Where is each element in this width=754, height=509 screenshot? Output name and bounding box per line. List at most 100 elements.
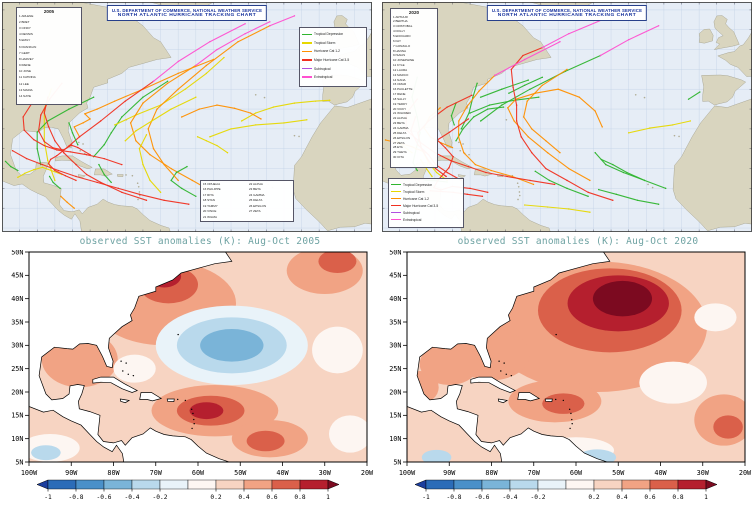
track-position-dot: [11, 150, 14, 152]
colorbar-segment: [565, 479, 595, 490]
colorbar-tick-label: 0.4: [616, 494, 627, 501]
legend-entry: Extratropical: [391, 216, 461, 223]
storm-track: [12, 150, 190, 205]
legend-label: Hurricane Cat 1-2: [403, 196, 430, 201]
colorbar-tick-label: -0.8: [447, 494, 462, 501]
track-position-dot: [615, 193, 618, 196]
legend-label: Tropical Depression: [314, 32, 344, 37]
track-position-dot: [255, 112, 257, 114]
track-position-dot: [55, 155, 58, 157]
island-dot: [459, 149, 462, 152]
track-position-dot: [98, 163, 100, 166]
storm-track: [181, 104, 262, 120]
island-dot: [673, 134, 676, 137]
storm-track: [510, 47, 614, 201]
legend-label: Extratropical: [314, 75, 333, 80]
storm-name: 5 EMILY: [19, 39, 31, 43]
colorbar-segment: [509, 479, 539, 490]
sst-anomaly-map-2005: 5N 10N 15N 20N 25N 30N 35N 40N 45N 50N 100W 90W 80W 7…: [11, 250, 374, 501]
storm-name: 15 OMAR: [393, 83, 407, 87]
track-position-dot: [455, 140, 457, 142]
track-position-dot: [541, 76, 544, 79]
storm-name: 4 DENNIS: [19, 33, 33, 37]
track-position-dot: [33, 138, 35, 141]
track-position-dot: [513, 120, 515, 122]
storm-name: 17 RENE: [393, 93, 406, 97]
storm-name: 28 ETA: [393, 146, 403, 150]
track-position-dot: [223, 56, 225, 59]
track-position-dot: [452, 155, 454, 158]
colorbar-tick-label: 0.2: [210, 494, 221, 501]
island-dot: [184, 399, 187, 402]
track-position-dot: [48, 175, 51, 178]
colorbar-segment: [159, 479, 189, 490]
legend-label: Extratropical: [403, 217, 422, 222]
island-dot: [555, 398, 557, 401]
storm-name: 13 MARIA: [19, 88, 33, 92]
island-dot: [136, 182, 139, 185]
track-position-dot: [416, 169, 418, 172]
legend-label: Major Hurricane Cat 3-5: [403, 203, 439, 208]
track-position-dot: [451, 146, 454, 149]
storm-name: 1 ARLENE: [19, 14, 34, 18]
track-position-dot: [559, 40, 561, 43]
sst-anomaly-region: [200, 329, 264, 362]
track-position-dot: [532, 183, 535, 186]
legend-entry: Tropical Depression: [302, 30, 364, 39]
colorbar-tick-label: 1: [326, 494, 330, 501]
track-position-dot: [4, 160, 7, 163]
colorbar-segment: [453, 479, 483, 490]
storm-name: 19 TAMMY: [203, 204, 218, 208]
track-position-dot: [314, 100, 317, 102]
storm-name: 25 DELTA: [249, 199, 263, 202]
island-dot: [78, 141, 80, 144]
track-position-dot: [487, 191, 489, 194]
track-position-dot: [508, 92, 510, 94]
storm-name: 16 PHILIPPE: [203, 188, 221, 191]
track-position-dot: [195, 64, 197, 67]
land-polygon: [116, 174, 124, 177]
track-position-dot: [43, 126, 45, 128]
legend-entry: Subtropical: [391, 209, 461, 216]
y-axis-tick-label: 10N: [11, 435, 23, 443]
storm-name: 19 TEDDY: [393, 102, 408, 106]
sst-anomaly-region: [542, 393, 585, 414]
track-position-dot: [471, 94, 473, 96]
track-position-dot: [541, 84, 544, 86]
storm-name: 23 BETA: [249, 188, 261, 191]
agency-title: U.S. DEPARTMENT OF COMMERCE, NATIONAL WE…: [111, 7, 263, 13]
colorbar-tick-label: 0.4: [238, 494, 249, 501]
island-dot: [137, 185, 140, 188]
land-polygon: [717, 2, 752, 77]
track-position-dot: [66, 201, 68, 203]
x-axis-tick-label: 80W: [485, 469, 498, 477]
sst-anomaly-region: [639, 361, 707, 404]
track-position-dot: [534, 170, 536, 173]
storm-track: [269, 15, 296, 27]
storm-name: 18 SALLY: [393, 97, 407, 101]
track-position-dot: [446, 106, 448, 108]
track-position-dot: [166, 80, 169, 83]
storm-name: 9 ISAIAS: [393, 54, 406, 58]
storm-name: 30 IOTA: [393, 156, 404, 160]
track-position-dot: [506, 175, 508, 178]
x-axis-tick-label: 60W: [570, 469, 583, 477]
storm-name: 13 MARCO: [393, 73, 409, 77]
y-axis-tick-label: 15N: [389, 412, 401, 420]
colorbar-segment: [243, 479, 273, 490]
track-position-dot: [60, 195, 62, 198]
storm-list-box: 2005 1 ARLENE 2 BRET 3 CINDY 4 DENNIS 5 EMIL…: [16, 7, 82, 105]
track-position-dot: [435, 171, 438, 174]
island-dot: [458, 141, 460, 144]
legend-entry: Hurricane Cat 1-2: [302, 47, 364, 56]
x-axis-tick-label: 70W: [150, 469, 163, 477]
x-axis-tick-label: 70W: [528, 469, 541, 477]
track-position-dot: [43, 144, 45, 147]
x-axis-tick-label: 100W: [399, 469, 416, 477]
storm-track: [197, 136, 229, 154]
track-position-dot: [237, 40, 239, 43]
sst-anomaly-region: [694, 303, 737, 332]
island-dot: [568, 408, 571, 410]
track-position-dot: [62, 151, 65, 154]
y-axis-tick-label: 35N: [389, 318, 401, 326]
